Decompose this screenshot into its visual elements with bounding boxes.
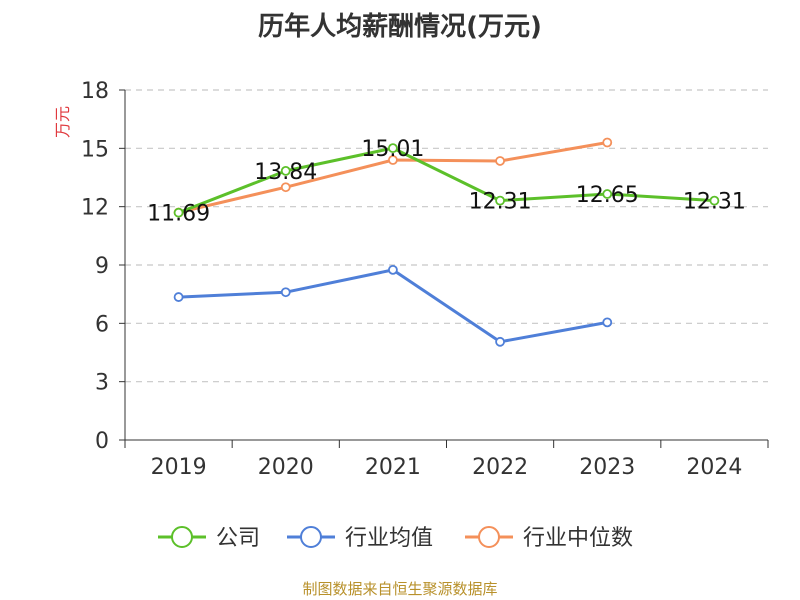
data-point[interactable] <box>602 189 613 199</box>
x-tick-label: 2021 <box>365 455 421 480</box>
y-tick-label: 3 <box>95 371 109 396</box>
y-tick-label: 12 <box>81 196 109 221</box>
data-label: 12.65 <box>576 183 639 208</box>
x-tick-label: 2020 <box>258 455 314 480</box>
source-note: 制图数据来自恒生聚源数据库 <box>302 580 498 598</box>
y-tick-label: 0 <box>95 429 109 454</box>
y-tick-label: 9 <box>95 254 109 279</box>
y-axis-label: 万元 <box>53 106 72 138</box>
legend-swatch-marker[interactable] <box>171 526 193 548</box>
data-label: 12.31 <box>683 190 746 215</box>
data-point[interactable] <box>173 292 184 302</box>
legend[interactable]: 公司 行业均值 行业中位数 <box>158 526 633 551</box>
data-point[interactable] <box>280 165 291 176</box>
y-tick-label: 18 <box>81 79 109 104</box>
data-point[interactable] <box>495 156 505 166</box>
chart-title: 历年人均薪酬情况(万元) <box>258 12 542 42</box>
y-tick-label: 6 <box>95 312 109 337</box>
data-point[interactable] <box>388 155 398 165</box>
series-lines <box>173 137 720 347</box>
data-point[interactable] <box>280 182 291 193</box>
grid-lines <box>125 89 768 383</box>
x-tick-label: 2024 <box>686 455 742 480</box>
legend-label[interactable]: 公司 <box>216 526 260 551</box>
y-tick-label: 15 <box>81 137 109 162</box>
data-point[interactable] <box>602 137 613 148</box>
data-label: 12.31 <box>469 190 532 215</box>
axes: 0 3 6 9 12 15 18 2019 2020 2021 2022 2023 2024 万元 <box>53 79 769 480</box>
legend-swatch-marker[interactable] <box>478 526 500 548</box>
data-point[interactable] <box>709 195 720 206</box>
data-point[interactable] <box>280 287 291 298</box>
data-label: 15.01 <box>361 137 424 162</box>
legend-label[interactable]: 行业均值 <box>345 526 433 551</box>
legend-swatch-marker[interactable] <box>300 526 322 548</box>
series-line <box>178 146 715 215</box>
x-tick-label: 2023 <box>579 455 635 480</box>
data-point[interactable] <box>388 264 398 275</box>
data-labels: 11.69 13.84 15.01 12.31 12.65 12.31 <box>147 137 746 227</box>
data-point[interactable] <box>602 317 613 328</box>
series-line <box>178 268 608 344</box>
data-label: 11.69 <box>147 202 210 227</box>
data-point[interactable] <box>388 143 398 154</box>
x-tick-label: 2019 <box>151 455 207 480</box>
x-tick-label: 2022 <box>472 455 528 480</box>
data-point[interactable] <box>495 336 505 347</box>
data-point[interactable] <box>495 195 505 206</box>
legend-label[interactable]: 行业中位数 <box>523 526 633 551</box>
data-point[interactable] <box>173 207 184 218</box>
data-label: 13.84 <box>254 160 317 185</box>
